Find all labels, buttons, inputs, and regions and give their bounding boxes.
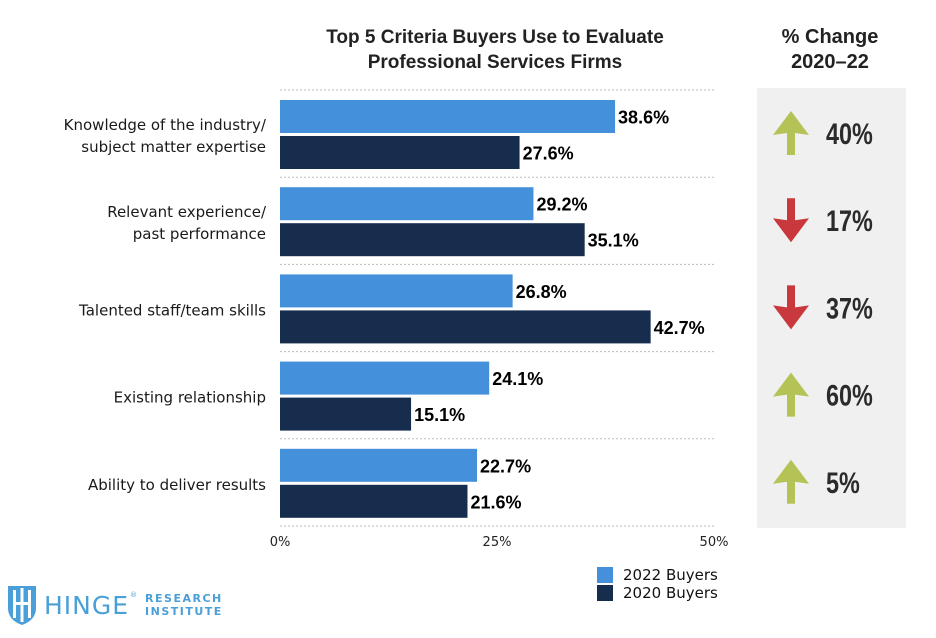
- change-title-line-1: % Change: [781, 26, 879, 48]
- logo-wordmark: HINGE®: [44, 591, 138, 620]
- arrow-down-icon: [773, 285, 809, 330]
- x-tick-label: 50%: [700, 535, 729, 550]
- bar-2022: [280, 361, 490, 395]
- legend-label-2020: 2020 Buyers: [623, 584, 718, 602]
- bar-2020: [280, 310, 651, 344]
- arrow-up-icon: [773, 459, 809, 504]
- change-value: 40%: [826, 117, 873, 150]
- legend-swatch-2022: [597, 567, 613, 583]
- chart-title-line-2: Professional Services Firms: [367, 52, 623, 73]
- bar-2022: [280, 187, 534, 221]
- arrow-up-icon: [773, 111, 809, 155]
- data-label: 29.2%: [536, 195, 587, 215]
- change-panel-title: % Change 2020–22: [760, 25, 900, 75]
- change-value: 5%: [826, 466, 860, 499]
- change-value: 60%: [826, 379, 873, 412]
- category-label: subject matter expertise: [81, 138, 266, 156]
- bar-2020: [280, 136, 520, 169]
- bar-2022: [280, 100, 616, 133]
- legend-swatch-2020: [597, 585, 613, 601]
- logo-sub-line-1: RESEARCH: [145, 592, 223, 605]
- arrow-down-icon: [773, 198, 809, 243]
- logo-subtitle: RESEARCH INSTITUTE: [145, 592, 223, 618]
- category-label: Relevant experience/: [107, 203, 267, 221]
- category-label: Knowledge of the industry/: [64, 116, 267, 134]
- legend-item-2022: 2022 Buyers: [597, 566, 718, 584]
- x-tick-label: 0%: [270, 535, 291, 550]
- arrow-up-icon: [773, 372, 809, 417]
- chart-title-line-1: Top 5 Criteria Buyers Use to Evaluate: [326, 27, 664, 48]
- bar-2022: [280, 274, 513, 308]
- bar-2022: [280, 448, 478, 482]
- category-label: past performance: [133, 225, 266, 243]
- shield-logo-icon: [8, 586, 36, 625]
- legend-label-2022: 2022 Buyers: [623, 566, 718, 584]
- chart-title: Top 5 Criteria Buyers Use to Evaluate Pr…: [290, 25, 700, 75]
- data-label: 42.7%: [654, 318, 705, 338]
- logo-sub-line-2: INSTITUTE: [145, 605, 223, 618]
- data-label: 15.1%: [414, 405, 465, 425]
- data-label: 35.1%: [588, 231, 639, 251]
- data-label: 24.1%: [492, 369, 543, 389]
- legend: 2022 Buyers 2020 Buyers: [597, 566, 718, 602]
- category-label: Existing relationship: [114, 389, 266, 407]
- data-label: 22.7%: [480, 456, 531, 476]
- data-label: 21.6%: [470, 492, 521, 512]
- bar-2020: [280, 397, 412, 431]
- x-tick-label: 25%: [483, 535, 512, 550]
- change-title-line-2: 2020–22: [791, 51, 869, 73]
- change-value: 17%: [826, 204, 873, 237]
- data-label: 27.6%: [523, 144, 574, 164]
- data-label: 38.6%: [618, 108, 669, 128]
- logo-word: HINGE: [44, 590, 130, 620]
- logo-registered-mark: ®: [130, 590, 139, 599]
- data-label: 26.8%: [516, 282, 567, 302]
- bar-2020: [280, 484, 468, 518]
- hinge-logo: HINGE® RESEARCH INSTITUTE: [6, 584, 223, 626]
- legend-item-2020: 2020 Buyers: [597, 584, 718, 602]
- change-value: 37%: [826, 292, 873, 325]
- category-label: Talented staff/team skills: [78, 301, 266, 319]
- bar-2020: [280, 223, 585, 257]
- category-label: Ability to deliver results: [88, 476, 266, 494]
